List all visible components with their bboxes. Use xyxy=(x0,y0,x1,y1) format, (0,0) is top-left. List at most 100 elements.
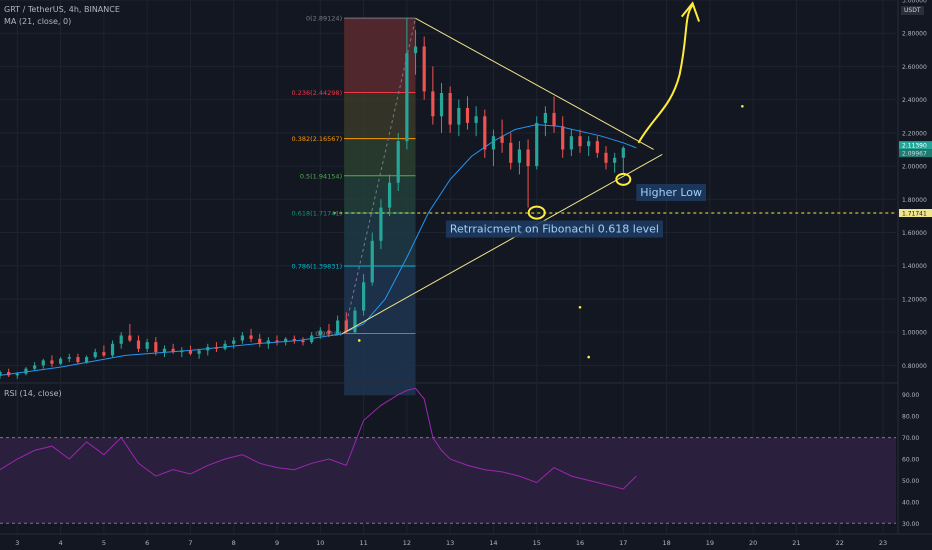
candle-body[interactable] xyxy=(188,350,193,354)
candle-body[interactable] xyxy=(136,340,141,349)
candle-body[interactable] xyxy=(223,343,227,349)
candle-body[interactable] xyxy=(396,141,400,183)
candle-body[interactable] xyxy=(76,357,80,363)
candle-body[interactable] xyxy=(249,335,253,339)
time-tick-label: 14 xyxy=(489,539,497,547)
candle-body[interactable] xyxy=(275,340,279,343)
candle-body[interactable] xyxy=(301,340,305,343)
quote-currency-badge[interactable]: USDT xyxy=(901,6,924,15)
candle-body[interactable] xyxy=(413,46,418,54)
marker-dot xyxy=(578,305,582,309)
price-tick-label: 1.40000 xyxy=(902,263,927,270)
candle-body[interactable] xyxy=(344,320,348,333)
triangle-upper-line[interactable] xyxy=(415,17,654,150)
candle-body[interactable] xyxy=(58,358,63,364)
candle-body[interactable] xyxy=(535,122,539,167)
candle-body[interactable] xyxy=(387,182,392,208)
candle-body[interactable] xyxy=(509,142,513,163)
candle-body[interactable] xyxy=(214,347,219,349)
candle-body[interactable] xyxy=(379,207,383,241)
price-tick-label: 1.60000 xyxy=(902,230,927,237)
candle-body[interactable] xyxy=(84,357,89,363)
candle-body[interactable] xyxy=(405,53,409,142)
candle-body[interactable] xyxy=(119,335,123,344)
candle-body[interactable] xyxy=(578,136,582,147)
retracement-label[interactable]: Retrraicment on Fibonachi 0.618 level xyxy=(450,223,659,236)
candle-body[interactable] xyxy=(526,149,530,167)
triangle-lower-line[interactable] xyxy=(341,154,663,335)
symbol-line[interactable]: GRT / TetherUS, 4h, BINANCE xyxy=(4,5,120,14)
rsi-line xyxy=(0,387,637,490)
candle-body[interactable] xyxy=(266,340,270,344)
candle-body[interactable] xyxy=(310,335,314,343)
ma-legend[interactable]: MA (21, close, 0) xyxy=(4,17,72,26)
candle-body[interactable] xyxy=(318,330,322,336)
candle-body[interactable] xyxy=(284,338,288,343)
candle-body[interactable] xyxy=(102,352,106,356)
price-tick-label: 1.00000 xyxy=(902,330,927,337)
higher-low-label[interactable]: Higher Low xyxy=(640,186,702,199)
candle-body[interactable] xyxy=(431,91,435,117)
candle-body[interactable] xyxy=(7,372,11,376)
candle-body[interactable] xyxy=(180,350,184,353)
rsi-legend[interactable]: RSI (14, close) xyxy=(4,389,62,398)
rsi-tick-label: 60.00 xyxy=(902,457,919,464)
time-tick-label: 20 xyxy=(749,539,757,547)
candle-body[interactable] xyxy=(491,136,496,150)
candle-body[interactable] xyxy=(93,352,97,358)
candle-body[interactable] xyxy=(33,365,37,369)
level-tag xyxy=(899,209,932,218)
candle-body[interactable] xyxy=(561,126,565,150)
candle-body[interactable] xyxy=(41,360,45,366)
candle-body[interactable] xyxy=(171,348,175,353)
higher-low-circle[interactable] xyxy=(615,172,632,186)
candle-body[interactable] xyxy=(145,342,149,349)
candle-body[interactable] xyxy=(543,112,547,123)
candle-body[interactable] xyxy=(67,357,71,359)
candle-body[interactable] xyxy=(232,340,236,344)
candle-body[interactable] xyxy=(292,338,296,341)
candle-body[interactable] xyxy=(517,149,522,163)
candle-body[interactable] xyxy=(336,320,340,334)
candle-body[interactable] xyxy=(465,107,470,123)
candle-body[interactable] xyxy=(569,136,573,150)
candle-body[interactable] xyxy=(587,141,591,147)
candle-body[interactable] xyxy=(439,93,444,117)
candle-body[interactable] xyxy=(422,46,426,92)
candle-body[interactable] xyxy=(128,335,132,341)
candle-body[interactable] xyxy=(483,116,487,150)
candle-body[interactable] xyxy=(110,343,115,356)
marker-dot xyxy=(741,104,744,108)
candle-body[interactable] xyxy=(457,107,461,125)
candle-body[interactable] xyxy=(500,136,504,143)
price-tick-label: 2.80000 xyxy=(902,31,927,38)
candle-body[interactable] xyxy=(24,368,28,374)
time-tick-label: 11 xyxy=(359,539,367,547)
arrow-head[interactable] xyxy=(680,1,700,22)
candle-body[interactable] xyxy=(621,147,625,158)
last-price-value: 2.11390 xyxy=(902,143,927,150)
candle-body[interactable] xyxy=(0,372,2,376)
candle-body[interactable] xyxy=(604,152,608,163)
candle-body[interactable] xyxy=(327,330,331,334)
price-axis-bg xyxy=(898,0,932,550)
candle-body[interactable] xyxy=(258,338,262,344)
candle-body[interactable] xyxy=(474,116,478,123)
breakout-arrow-curve[interactable] xyxy=(637,4,694,144)
candle-body[interactable] xyxy=(448,93,452,125)
candle-body[interactable] xyxy=(353,310,357,333)
candle-body[interactable] xyxy=(154,342,158,353)
candle-body[interactable] xyxy=(370,240,374,283)
candle-body[interactable] xyxy=(162,348,167,353)
candle-body[interactable] xyxy=(361,282,366,311)
candle-body[interactable] xyxy=(50,360,54,364)
candle-body[interactable] xyxy=(15,373,19,376)
candle-body[interactable] xyxy=(206,347,210,351)
candle-body[interactable] xyxy=(197,350,201,354)
retracement-circle[interactable] xyxy=(527,205,546,220)
candle-body[interactable] xyxy=(613,157,617,163)
candle-body[interactable] xyxy=(240,335,244,341)
candle-body[interactable] xyxy=(595,141,599,153)
candle-body[interactable] xyxy=(552,112,556,127)
